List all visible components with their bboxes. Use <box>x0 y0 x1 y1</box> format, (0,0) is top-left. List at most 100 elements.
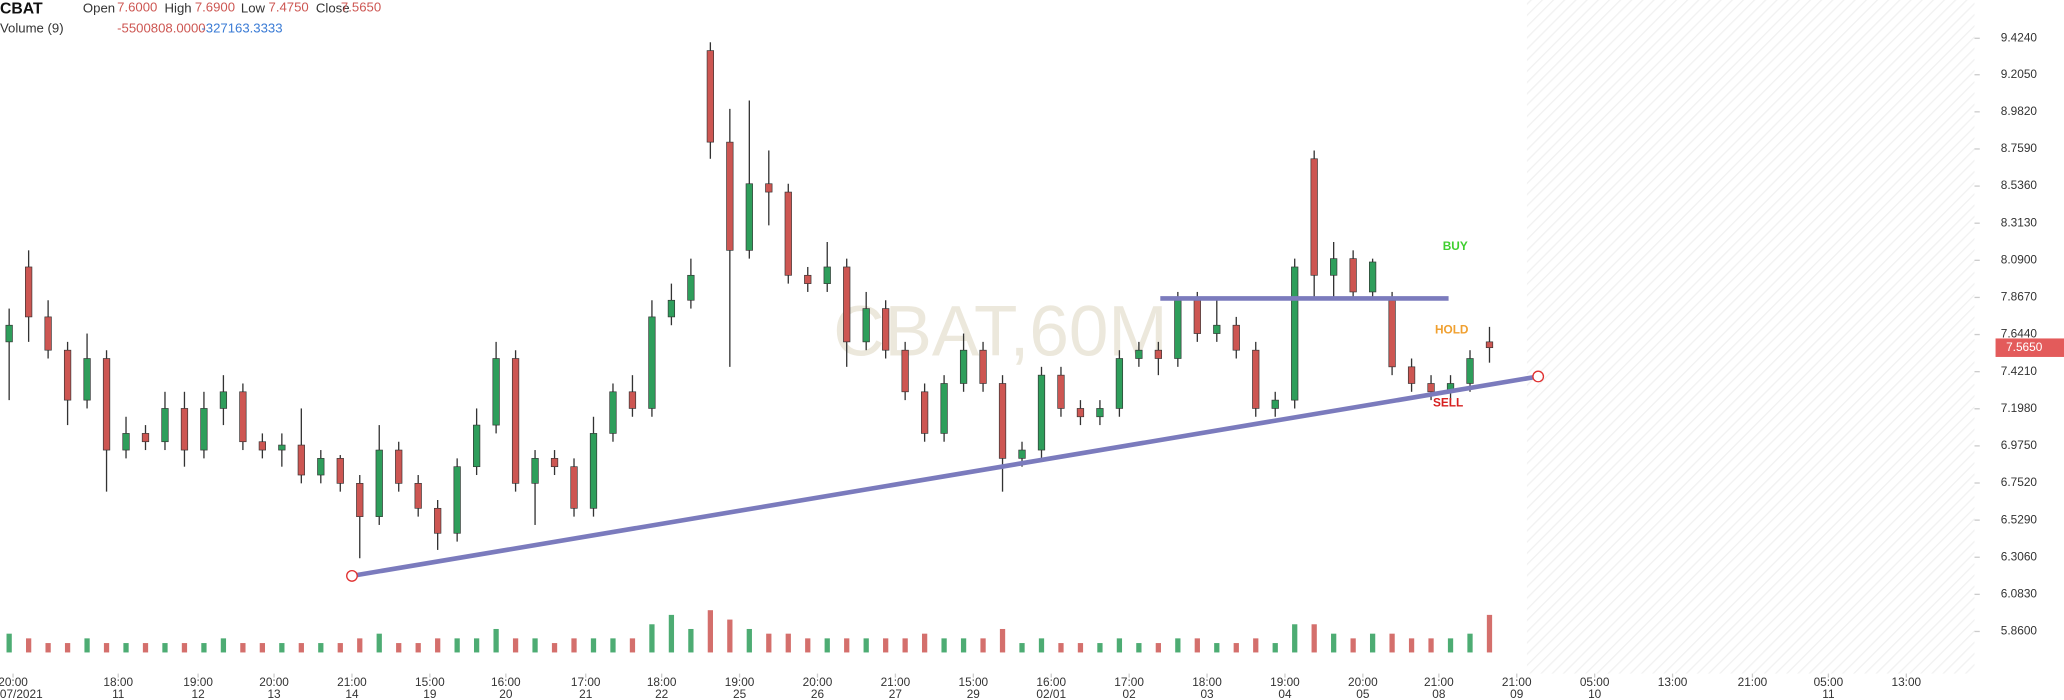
volume-bar <box>1486 614 1493 653</box>
x-date-label: 08 <box>1432 687 1446 700</box>
candle-body <box>1174 299 1182 359</box>
x-tick-label: 17:00 <box>571 675 601 689</box>
candle-body <box>609 391 617 434</box>
volume-bar <box>220 638 227 653</box>
candle-body <box>589 433 598 509</box>
ohlc-label: Low <box>241 1 266 16</box>
candle-body <box>784 191 792 276</box>
volume-bar <box>396 643 402 653</box>
y-tick-label: 7.1980 <box>2001 401 2038 415</box>
candle-body <box>550 458 559 468</box>
volume-bar <box>1408 638 1415 653</box>
ohlc-label: High <box>165 1 192 16</box>
candle-body <box>726 141 734 251</box>
x-tick-label: 21:00 <box>1424 675 1454 689</box>
candle-body <box>745 183 753 251</box>
volume-bar <box>1058 643 1064 653</box>
volume-bar <box>493 628 499 653</box>
x-tick-label: 20:00 <box>803 675 833 689</box>
candle-body <box>843 266 851 343</box>
x-tick-label: 18:00 <box>103 675 133 689</box>
candle-body <box>375 449 383 517</box>
volume-bar <box>376 633 382 653</box>
candle-body <box>200 408 208 451</box>
volume-bar <box>318 643 324 653</box>
volume-bar <box>1077 643 1084 653</box>
candle-body <box>1057 374 1065 409</box>
x-tick-label: 18:00 <box>647 675 677 689</box>
volume-bar <box>824 638 830 653</box>
volume-bar <box>1292 624 1298 653</box>
x-date-label: 02 <box>1123 687 1136 700</box>
x-tick-label: 19:00 <box>725 675 755 689</box>
annotation: HOLD <box>1435 322 1469 336</box>
candle-body <box>1388 299 1396 368</box>
y-tick-label: 8.3130 <box>2001 215 2038 229</box>
candle-body <box>1368 261 1377 293</box>
candle-body <box>453 466 461 534</box>
candle-body <box>687 274 695 301</box>
x-date-label: 22 <box>655 687 668 700</box>
x-date-label: 25 <box>733 687 747 700</box>
ohlc-label: Close <box>316 1 350 16</box>
y-tick-label: 5.8600 <box>2001 624 2038 638</box>
ohlc-value: 7.5650 <box>341 0 381 14</box>
x-date-label: 11 <box>112 687 125 700</box>
candle-body <box>882 308 890 351</box>
candle-body <box>63 349 72 401</box>
candle-body <box>1096 408 1104 418</box>
candle-body <box>492 358 500 426</box>
y-tick-label: 7.4210 <box>2001 364 2038 378</box>
y-tick-label: 9.2050 <box>2001 67 2038 81</box>
candle-body <box>5 324 13 343</box>
candle-body <box>414 483 422 509</box>
ohlc-value: 7.6000 <box>117 0 157 14</box>
symbol: CBAT <box>0 0 43 17</box>
volume-bar <box>980 638 986 653</box>
last-price-tag <box>1995 338 2064 357</box>
x-tick-label: 05:00 <box>1580 675 1610 689</box>
candle-body <box>1427 383 1435 393</box>
x-date-label: 21 <box>579 687 593 700</box>
trend-handle <box>1532 370 1545 383</box>
x-tick-label: 19:00 <box>183 675 213 689</box>
y-tick-label: 8.9820 <box>2001 104 2038 118</box>
x-date-label: 09 <box>1510 687 1524 700</box>
candle-body <box>1407 366 1416 384</box>
candle-body <box>395 449 403 484</box>
candle-body <box>959 349 968 384</box>
candle-body <box>102 358 111 451</box>
volume-bar <box>201 643 207 653</box>
volume-bar <box>26 638 32 653</box>
x-date-label: 20 <box>499 687 513 700</box>
volume-bar <box>1272 643 1278 653</box>
y-tick-label: 6.7520 <box>2001 475 2038 489</box>
x-date-label: 05 <box>1356 687 1370 700</box>
volume-bar <box>649 624 655 653</box>
y-tick-label: 6.3060 <box>2001 549 2038 563</box>
volume-bar <box>1019 643 1025 653</box>
candle-body <box>998 383 1007 459</box>
volume-bar <box>454 638 460 653</box>
y-tick-label: 6.5290 <box>2001 512 2038 526</box>
volume-bar <box>707 610 713 653</box>
volume-bar <box>1447 638 1454 653</box>
candle-body <box>219 391 228 409</box>
x-tick-label: 17:00 <box>1114 675 1144 689</box>
volume-bar <box>863 638 869 653</box>
volume-bar <box>64 643 71 653</box>
last-price-label: 7.5650 <box>2006 340 2043 354</box>
volume-bar <box>668 614 675 653</box>
candle-body <box>1115 358 1124 409</box>
candle-body <box>297 444 305 476</box>
ohlc-label: Open <box>83 1 115 16</box>
volume-readout: -5500808.0000 <box>117 21 205 36</box>
candle-body <box>356 483 364 517</box>
y-tick-label: 6.0830 <box>2001 586 2038 600</box>
volume-bar <box>844 638 850 653</box>
candle-body <box>862 308 870 343</box>
candle-body <box>1349 258 1357 293</box>
candle-body <box>258 441 266 451</box>
volume-bar <box>551 643 558 653</box>
volume-bar <box>45 643 51 653</box>
